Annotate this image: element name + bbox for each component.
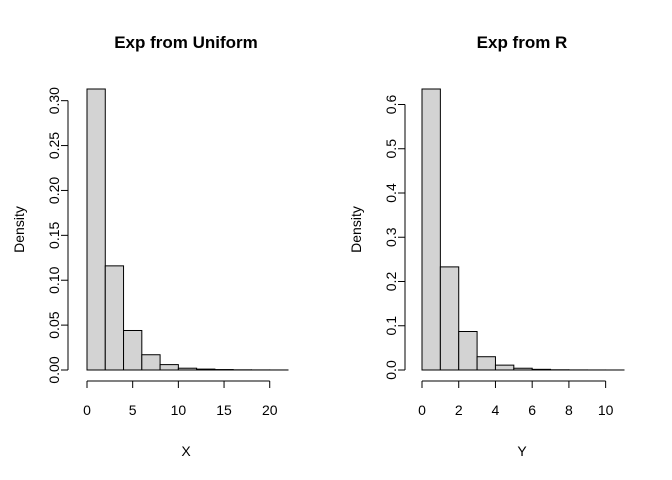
chart-title: Exp from R — [477, 33, 568, 52]
y-tick-label: 0.0 — [383, 360, 399, 380]
y-tick-label: 0.2 — [383, 272, 399, 292]
y-tick-label: 0.3 — [383, 227, 399, 247]
chart-panel-1: Exp from Uniform 0 5 10 15 20 0.00 0.05 0.10 0.15… — [11, 33, 289, 459]
x-tick-label: 6 — [528, 402, 536, 418]
histogram-bar — [177, 367, 198, 371]
y-tick-label: 0.15 — [46, 221, 62, 248]
histogram-bar — [513, 367, 533, 371]
chart-title: Exp from Uniform — [114, 33, 258, 52]
histogram-bar — [421, 88, 441, 371]
x-axis-label: X — [181, 443, 191, 459]
x-tick-label: 5 — [129, 402, 137, 418]
y-tick-label: 0.4 — [383, 183, 399, 203]
x-axis-label: Y — [517, 443, 527, 459]
histogram-bar — [458, 331, 478, 371]
histogram-bar — [531, 368, 552, 371]
chart-panel-2: Exp from R 0 2 4 6 8 10 0.0 0.1 0.2 0.3 0.4 0.5 0.6 Y D… — [348, 33, 625, 459]
histogram-bar — [196, 368, 216, 371]
histogram-bar — [494, 364, 515, 371]
y-tick-label: 0.6 — [383, 95, 399, 115]
y-tick-label: 0.10 — [46, 266, 62, 293]
x-tick-label: 2 — [455, 402, 463, 418]
x-tick-label: 4 — [492, 402, 500, 418]
x-tick-label: 20 — [262, 402, 278, 418]
histogram-bar — [476, 356, 496, 371]
x-tick-label: 0 — [418, 402, 426, 418]
y-tick-label: 0.30 — [46, 87, 62, 114]
x-tick-label: 10 — [171, 402, 187, 418]
x-tick-label: 10 — [598, 402, 614, 418]
histogram-bar — [104, 265, 125, 371]
histogram-bar — [141, 354, 161, 371]
y-tick-label: 0.00 — [46, 356, 62, 383]
y-tick-label: 0.25 — [46, 132, 62, 159]
histogram-bar — [159, 364, 179, 371]
histogram-bar — [123, 329, 143, 371]
y-tick-label: 0.5 — [383, 139, 399, 159]
y-axis-label: Density — [348, 206, 364, 253]
x-tick-label: 0 — [83, 402, 91, 418]
histogram-bar — [86, 88, 106, 371]
y-tick-label: 0.20 — [46, 177, 62, 204]
y-tick-label: 0.05 — [46, 311, 62, 338]
x-tick-label: 15 — [216, 402, 232, 418]
x-tick-label: 8 — [565, 402, 573, 418]
histogram-bar — [439, 266, 460, 371]
y-tick-label: 0.1 — [383, 316, 399, 336]
y-axis-label: Density — [11, 206, 27, 253]
